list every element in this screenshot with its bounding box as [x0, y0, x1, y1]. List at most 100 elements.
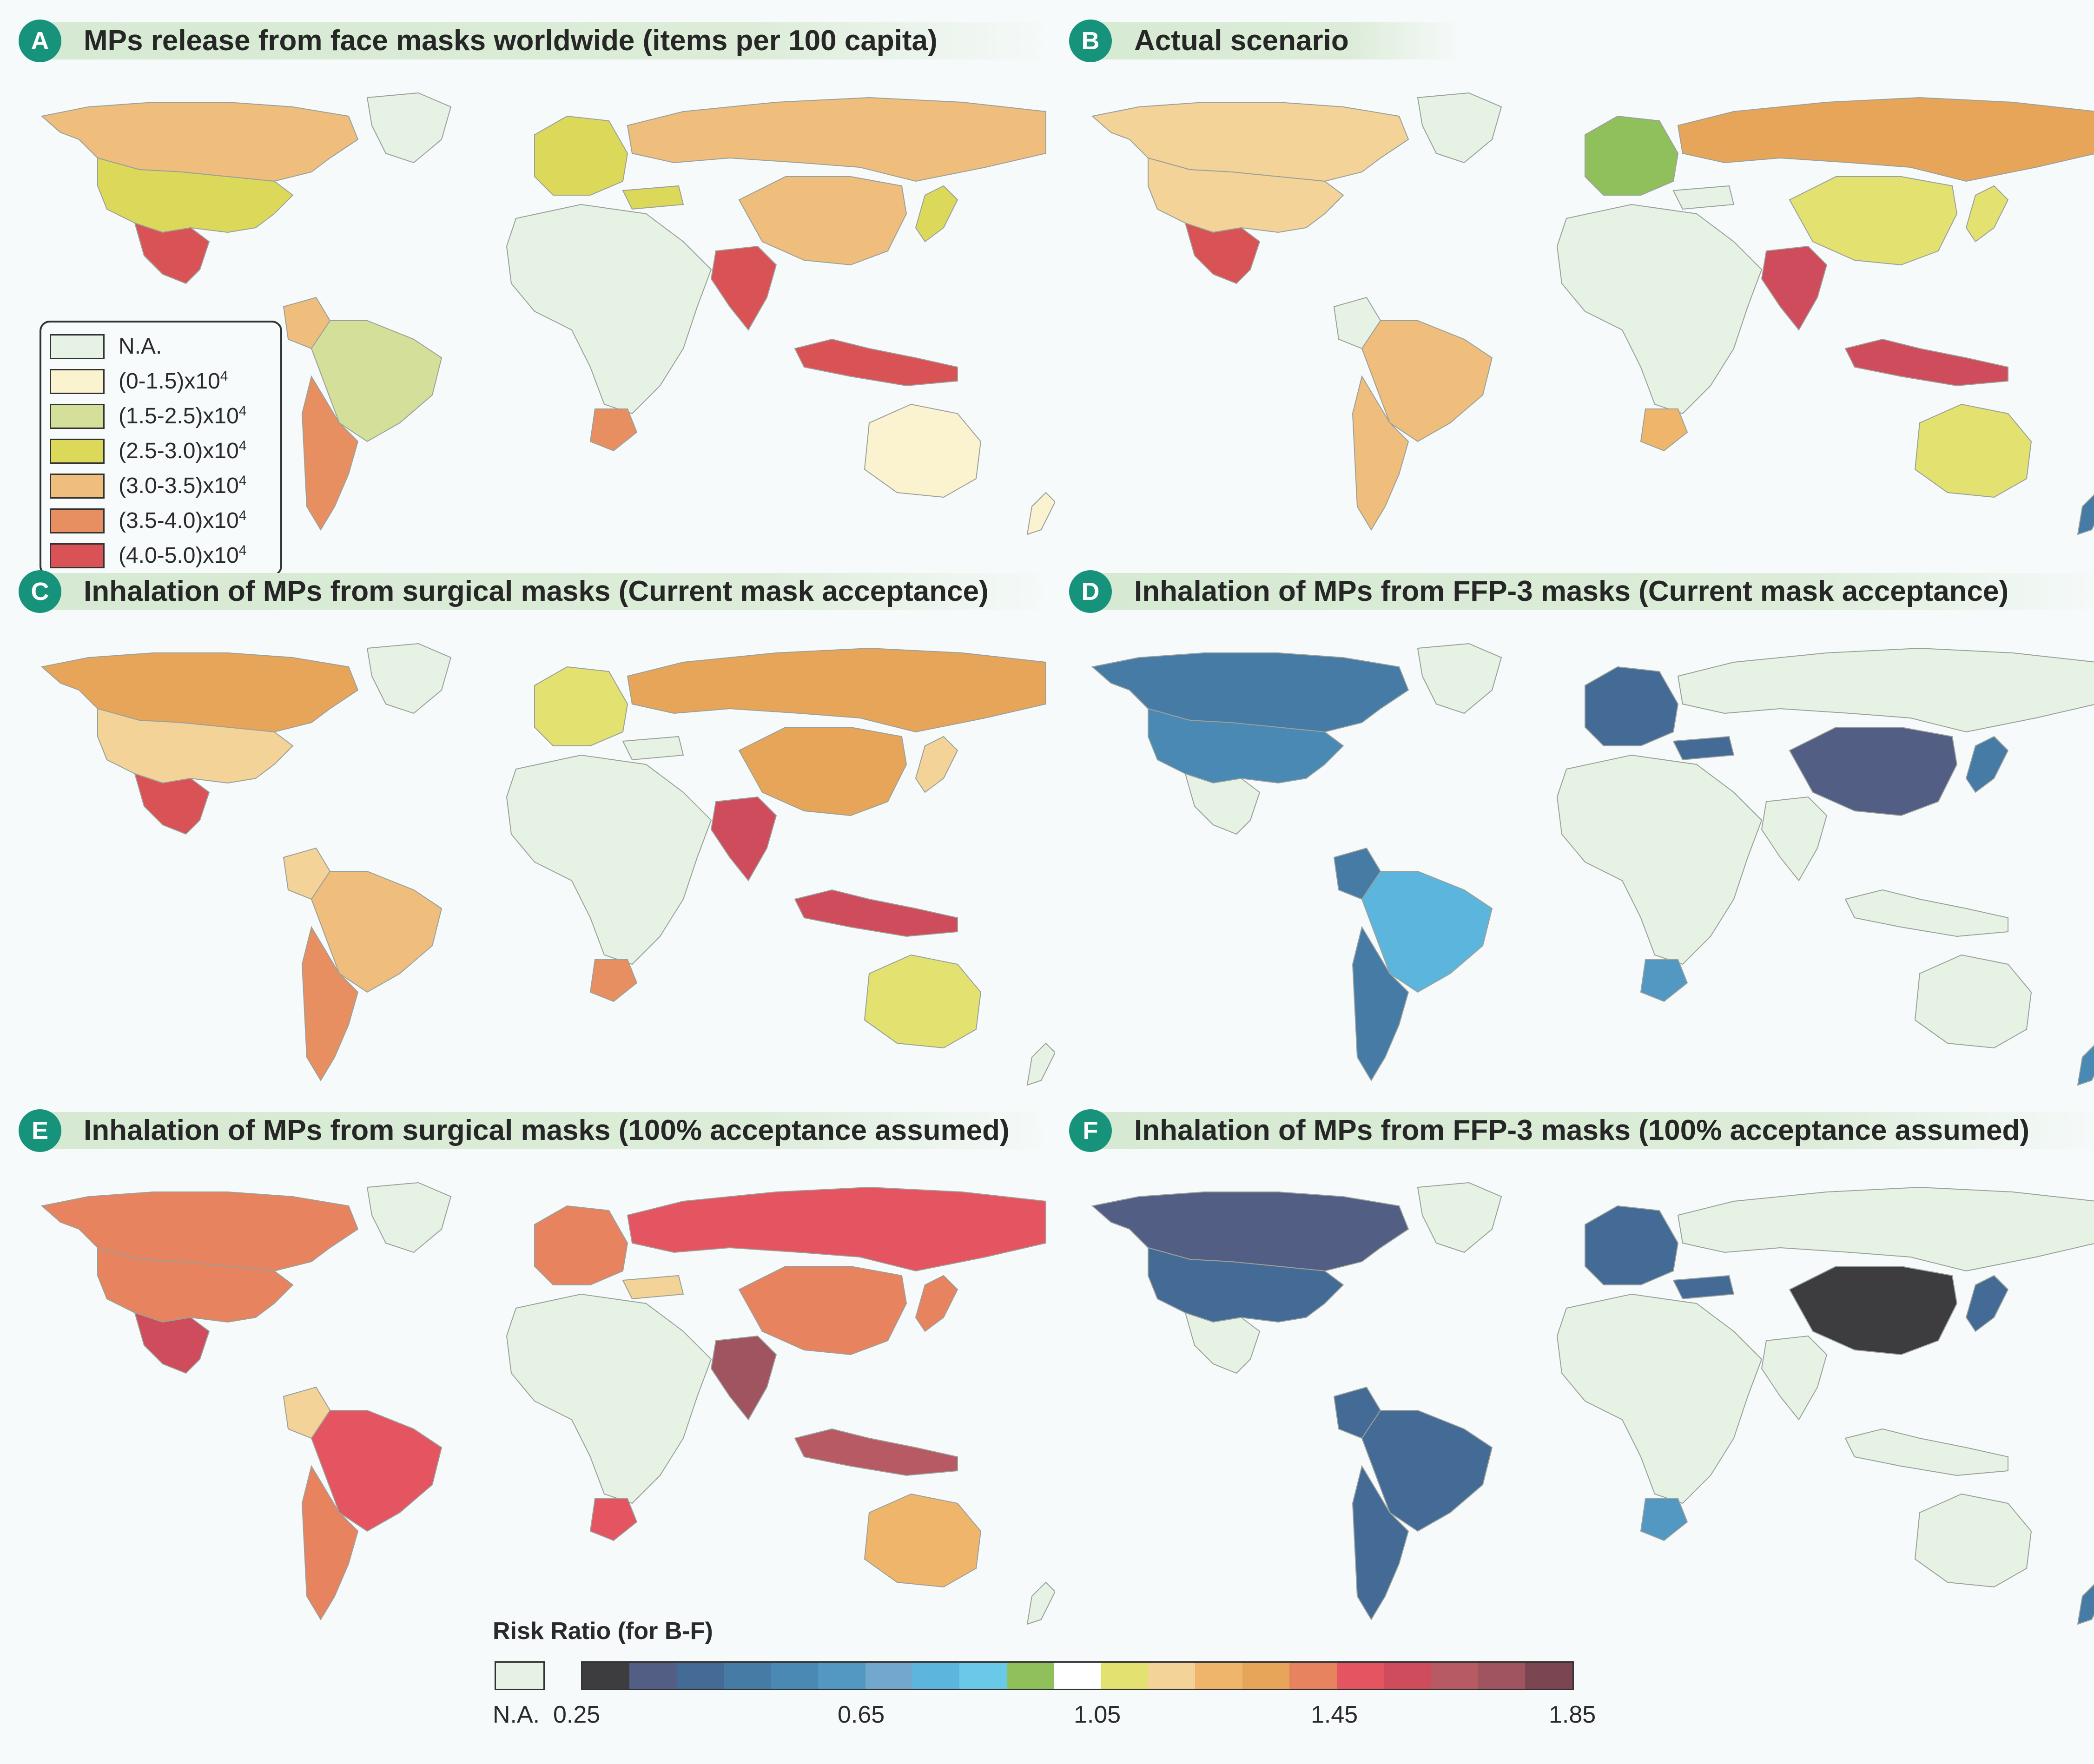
region-russia	[1677, 647, 2094, 733]
region-europe	[1585, 1205, 1679, 1285]
panel-title: Inhalation of MPs from surgical masks (C…	[84, 575, 989, 607]
region-south-africa	[1640, 1498, 1688, 1541]
risk-ratio-scale: Risk Ratio (for B-F) N.A. 0.25 0.65 1.05…	[493, 1617, 1608, 1738]
region-japan	[915, 185, 958, 243]
region-north-america	[1091, 652, 1409, 733]
region-south-africa	[589, 959, 638, 1002]
panel-d: D Inhalation of MPs from FFP-3 masks (Cu…	[1069, 569, 2094, 1104]
region-india	[1761, 1335, 1828, 1421]
legend-item: N.A.	[50, 329, 272, 364]
region-north-america	[40, 652, 359, 733]
scale-cell	[1148, 1663, 1196, 1689]
region-new-zealand	[1026, 492, 1055, 535]
region-india	[710, 245, 777, 331]
region-turkey	[622, 736, 684, 761]
panel-title: Inhalation of MPs from FFP-3 masks (Curr…	[1134, 575, 2009, 607]
world-map	[1091, 643, 2094, 1086]
region-australia	[864, 403, 982, 498]
region-greenland	[366, 92, 452, 164]
scale-cell	[865, 1663, 912, 1689]
region-southern-cone	[1352, 375, 1409, 531]
scale-cell	[1289, 1663, 1337, 1689]
panel-title: Inhalation of MPs from FFP-3 masks (100%…	[1134, 1114, 2030, 1146]
tick-label: 1.45	[1311, 1701, 1358, 1728]
region-southern-cone	[301, 926, 359, 1081]
region-north-america	[1091, 1191, 1409, 1272]
region-south-america	[310, 320, 443, 442]
region-africa	[1556, 754, 1763, 965]
region-europe	[1585, 666, 1679, 746]
panel-letter-badge: C	[19, 570, 61, 613]
world-map	[1091, 1182, 2094, 1625]
region-africa	[506, 204, 712, 415]
scale-cell	[1054, 1663, 1101, 1689]
region-africa	[1556, 204, 1763, 415]
legend-item: (3.5-4.0)x104	[50, 503, 272, 538]
region-new-zealand	[2077, 1584, 2094, 1625]
region-africa	[506, 1293, 712, 1504]
region-turkey	[1672, 185, 1735, 210]
region-new-zealand	[1026, 1042, 1055, 1086]
region-southern-cone	[1352, 926, 1409, 1081]
region-europe	[534, 1205, 628, 1285]
region-russia	[627, 1186, 1046, 1272]
region-india	[710, 796, 777, 882]
region-china	[1789, 1266, 1958, 1356]
region-indonesia	[794, 338, 958, 387]
region-japan	[1965, 736, 2009, 793]
region-china	[738, 176, 907, 266]
tick-label: 0.65	[838, 1701, 885, 1728]
region-turkey	[622, 185, 684, 210]
region-china	[738, 727, 907, 816]
world-map	[40, 1182, 1055, 1625]
scale-cell	[1478, 1663, 1526, 1689]
region-china	[1789, 176, 1958, 266]
legend-item: (0-1.5)x104	[50, 364, 272, 399]
region-greenland	[1417, 643, 1502, 714]
scale-cell	[1195, 1663, 1242, 1689]
scale-cell	[1242, 1663, 1290, 1689]
region-japan	[1965, 185, 2009, 243]
panel-header: C Inhalation of MPs from surgical masks …	[19, 569, 1055, 613]
scale-cell	[676, 1663, 724, 1689]
region-greenland	[1417, 92, 1502, 164]
region-greenland	[366, 1182, 452, 1253]
region-africa	[506, 754, 712, 965]
panel-letter-badge: B	[1069, 19, 1112, 62]
region-europe	[1585, 115, 1679, 196]
region-russia	[627, 647, 1046, 733]
legend-item: (1.5-2.5)x104	[50, 399, 272, 434]
scale-cell	[629, 1663, 677, 1689]
region-mexico	[1184, 1312, 1261, 1374]
region-southern-cone	[301, 1465, 359, 1620]
world-map	[40, 643, 1055, 1086]
panel-title: Actual scenario	[1134, 25, 1349, 57]
region-australia	[864, 954, 982, 1049]
region-australia	[1914, 954, 2032, 1049]
region-indonesia	[1844, 1428, 2008, 1476]
region-southern-cone	[1352, 1465, 1409, 1620]
scale-cell	[582, 1663, 630, 1689]
scale-cell	[818, 1663, 865, 1689]
scale-cell	[1525, 1663, 1572, 1689]
region-india	[710, 1335, 777, 1421]
scale-cell	[1101, 1663, 1149, 1689]
region-south-america	[310, 1410, 443, 1532]
region-south-america	[1361, 871, 1493, 993]
legend-item: (4.0-5.0)x104	[50, 538, 272, 573]
region-mexico	[134, 222, 210, 284]
panel-e: E Inhalation of MPs from surgical masks …	[19, 1108, 1060, 1643]
region-south-africa	[589, 408, 638, 452]
region-japan	[1965, 1275, 2009, 1332]
region-japan	[915, 1275, 958, 1332]
legend-swatch	[50, 369, 105, 394]
region-mexico	[134, 773, 210, 835]
region-usa	[1148, 157, 1344, 233]
region-indonesia	[1844, 889, 2008, 937]
tick-label: 1.85	[1549, 1701, 1596, 1728]
region-north-america	[40, 102, 359, 182]
region-indonesia	[794, 889, 958, 937]
region-usa	[1148, 1247, 1344, 1323]
region-australia	[864, 1493, 982, 1588]
region-south-africa	[1640, 408, 1688, 452]
